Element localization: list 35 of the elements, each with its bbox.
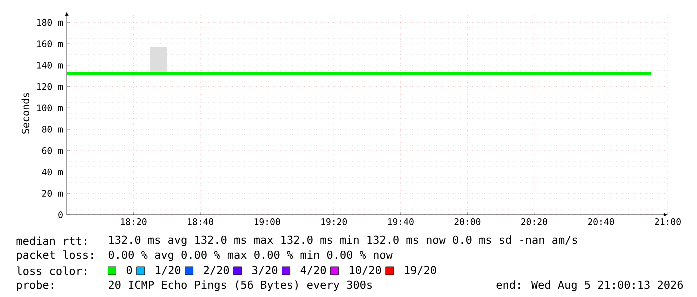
y-tick-label: 160 m: [37, 40, 64, 48]
x-tick-label: 19:40: [388, 218, 414, 226]
x-tick-label: 20:00: [454, 218, 481, 226]
legend-label: 19/20: [405, 266, 436, 276]
y-tick-label: 80 m: [42, 126, 64, 133]
text: packet loss:: [17, 250, 94, 262]
x-tick-label: 21:00: [655, 218, 681, 226]
x-tick-label: 19:00: [254, 218, 280, 226]
text: 0.00 % avg 0.00 % max 0.00 % min 0.00 % now: [108, 250, 393, 262]
text: end: Wed Aug 5 21:00:13 2026: [496, 280, 684, 292]
x-tick-label: 19:20: [322, 218, 348, 226]
legend-title: loss color:: [17, 266, 86, 276]
y-tick-label: 120 m: [37, 83, 64, 90]
y-tick-label: 180 m: [37, 19, 64, 26]
y-tick-label: 0: [58, 212, 63, 218]
text: 20 ICMP Echo Pings (56 Bytes) every 300s: [109, 280, 372, 292]
legend-label: 2/20: [204, 266, 230, 276]
y-tick-label: 60 m: [42, 147, 64, 154]
text: 132.0 ms avg 132.0 ms max 132.0 ms min 132.0 ms now 0.0 ms sd -nan am/s: [110, 236, 578, 246]
text: probe:: [17, 280, 54, 292]
y-tick-label: 140 m: [37, 62, 64, 69]
text: median rtt:: [16, 236, 86, 246]
y-axis-title: Seconds: [22, 93, 30, 134]
y-tick-label: 40 m: [42, 168, 64, 176]
x-tick-label: 18:20: [121, 218, 147, 226]
y-tick-label: 20 m: [42, 190, 64, 198]
x-tick-label: 20:40: [588, 218, 614, 226]
legend-label: 1/20: [156, 266, 181, 276]
legend-label: 10/20: [350, 266, 382, 276]
legend-label: 4/20: [300, 266, 326, 276]
x-tick-label: 18:40: [188, 218, 214, 226]
y-tick-label: 100 m: [37, 104, 64, 112]
legend-label: 3/20: [252, 266, 278, 276]
x-tick-label: 20:20: [522, 218, 548, 226]
legend-label: 0: [126, 266, 132, 274]
